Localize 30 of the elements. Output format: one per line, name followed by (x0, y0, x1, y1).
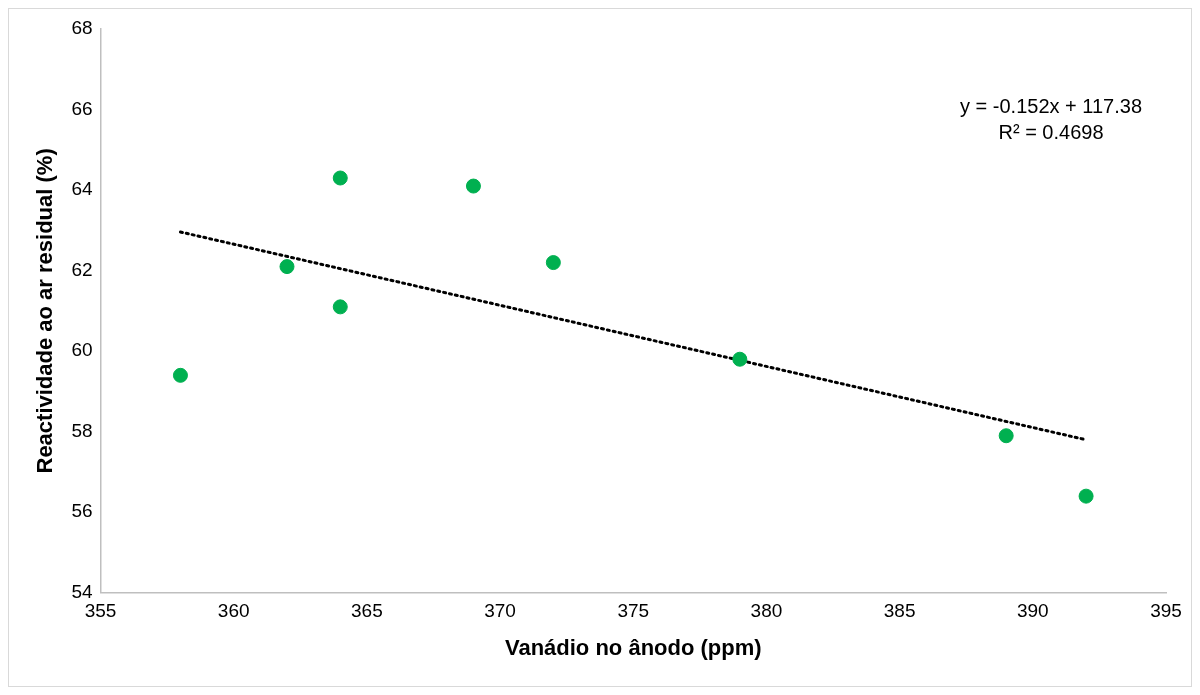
point (332, 299, 348, 315)
x-tick-label: 395 (1150, 600, 1182, 622)
x-tick-label: 365 (351, 600, 383, 622)
point (172, 367, 188, 383)
y-tick-label: 62 (71, 258, 93, 280)
point (998, 428, 1014, 444)
x-tick-label: 370 (484, 600, 516, 622)
y-tick-label: 68 (71, 17, 93, 39)
point (545, 255, 561, 271)
y-tick-label: 58 (71, 419, 93, 441)
annotation: R² = 0.4698 (998, 120, 1104, 143)
y-tick-label: 56 (71, 500, 93, 522)
x-tick-label: 355 (84, 600, 117, 622)
annotation: y = -0.152x + 117.38 (960, 94, 1142, 117)
point (1078, 488, 1094, 504)
point (279, 259, 295, 275)
x-tick-label: 380 (750, 600, 783, 622)
point (732, 351, 748, 367)
x-tick-label: 390 (1016, 600, 1049, 622)
point (465, 178, 481, 194)
point (332, 170, 348, 186)
y-tick-label: 60 (71, 339, 93, 361)
y-tick-label: 64 (71, 178, 93, 200)
x-tick-label: 375 (617, 600, 650, 622)
y-tick-label: 66 (71, 97, 93, 119)
y-axis-title: Reactividade ao ar residual (%) (32, 148, 58, 474)
y-tick-label: 54 (71, 581, 93, 603)
x-axis-title: Vanádio no ânodo (ppm) (504, 634, 762, 660)
x-tick-label: 385 (883, 600, 916, 622)
x-tick-label: 360 (217, 600, 250, 622)
